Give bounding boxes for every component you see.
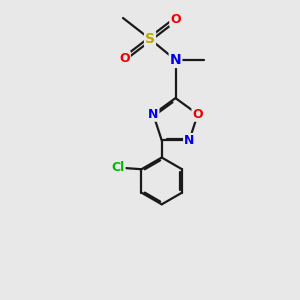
- Text: Cl: Cl: [112, 161, 125, 174]
- Text: N: N: [170, 53, 181, 67]
- Text: O: O: [119, 52, 130, 65]
- Text: N: N: [148, 108, 158, 121]
- Text: S: S: [145, 32, 155, 46]
- Text: O: O: [192, 108, 203, 121]
- Text: N: N: [184, 134, 194, 147]
- Text: O: O: [170, 13, 181, 26]
